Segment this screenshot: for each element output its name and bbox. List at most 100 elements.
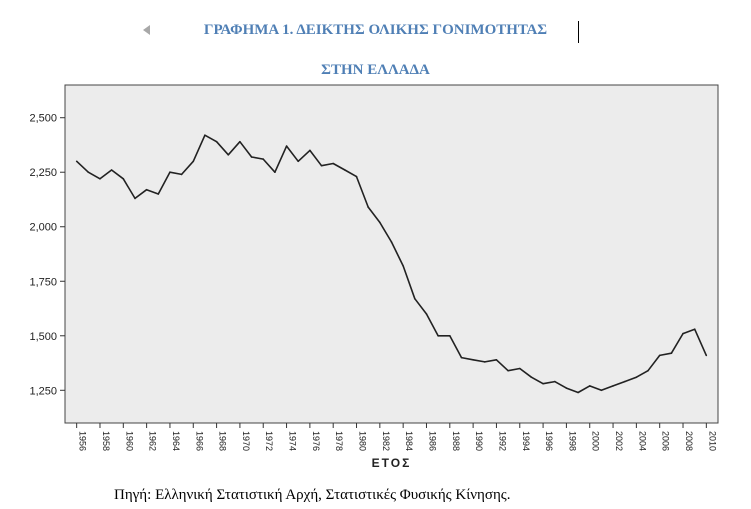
x-tick-label: 1968 [218,431,228,451]
y-tick-label: 2,000 [29,222,57,234]
data-point [495,359,498,361]
chart-title-line-1: ΓΡΑΦΗΜΑ 1. ΔΕΙΚΤΗΣ ΟΛΙΚΗΣ ΓΟΝΙΜΟΤΗΤΑΣ [203,22,548,38]
data-point [647,369,649,372]
data-point [250,156,253,158]
text-cursor [578,21,579,43]
y-tick-label: 2,500 [29,113,57,125]
data-point [145,188,148,191]
x-tick-label: 1980 [358,431,368,451]
data-point [355,175,358,178]
data-point [99,178,101,180]
data-point [297,160,300,163]
data-point [437,335,439,337]
data-point [227,154,230,156]
x-tick-label: 1992 [497,431,507,451]
x-tick-label: 1974 [288,431,298,451]
x-tick-label: 1996 [544,431,554,451]
data-point [588,385,591,387]
data-point [157,193,160,195]
data-point [460,356,463,359]
data-point [110,169,113,171]
data-point [577,391,579,394]
y-tick-label: 2,250 [29,167,57,179]
heading-marker-icon [143,25,150,35]
x-tick-label: 1986 [427,431,437,451]
data-point [134,197,136,200]
data-point [390,241,393,243]
data-point [484,361,486,363]
x-tick-label: 1982 [381,431,391,451]
x-tick-label: 1970 [241,431,251,451]
data-point [425,313,428,315]
data-point [180,173,183,176]
data-point [215,140,218,143]
x-tick-label: 2010 [707,431,717,451]
x-tick-label: 1994 [521,431,531,451]
chart-title-line-2: ΣΤΗΝ ΕΛΛΑΔΑ [321,62,430,78]
data-point [542,382,544,385]
data-point [623,380,626,383]
data-point [530,376,533,379]
x-tick-label: 2002 [614,431,624,451]
y-tick-label: 1,250 [29,385,57,397]
data-point [274,171,276,173]
data-point [402,265,405,267]
data-points [75,134,708,394]
data-point [635,376,638,379]
x-tick-label: 1978 [334,431,344,451]
data-point [285,145,288,147]
data-point [472,359,474,361]
data-point [519,367,521,370]
data-point [320,164,323,167]
x-tick-label: 2008 [684,431,694,451]
y-axis: 1,250 1,500 1,750 2,000 2,250 2,500 [29,113,65,397]
data-point [344,169,346,171]
data-point [612,385,614,387]
data-point [554,380,556,383]
x-tick-label: 1964 [171,431,181,451]
x-tick-label: 1972 [264,431,274,451]
data-point [169,171,171,173]
x-tick-label: 1976 [311,431,321,451]
data-point [379,221,381,224]
data-point [262,158,265,160]
data-point [414,297,416,300]
data-point [332,162,335,165]
data-point [600,389,603,392]
plot-area [64,84,719,424]
data-point [192,160,195,163]
data-point [682,332,684,335]
x-tick-label: 2006 [661,431,671,451]
x-tick-label: 1960 [124,431,134,451]
x-tick-label: 2000 [591,431,601,451]
x-tick-label: 1988 [451,431,461,451]
data-point [87,171,90,173]
data-point [309,149,311,152]
x-tick-label: 1962 [148,431,158,451]
data-point [239,140,241,143]
x-tick-label: 1984 [404,431,414,451]
data-point [705,354,708,357]
data-point [367,206,370,208]
data-point [658,354,661,357]
source-note: Πηγή: Ελληνική Στατιστική Αρχή, Στατιστι… [114,487,511,503]
data-point [75,160,78,163]
y-tick-label: 1,750 [29,276,57,288]
x-tick-label: 1998 [567,431,577,451]
data-point [670,352,673,355]
data-point [204,134,206,136]
data-point [449,335,451,337]
x-tick-label: 1958 [101,431,111,451]
x-tick-label: 2004 [637,431,647,451]
x-axis-label: ΕΤΟΣ [372,456,412,470]
x-tick-label: 1966 [194,431,204,451]
y-tick-label: 1,500 [29,331,57,343]
data-point [565,387,568,389]
data-point [122,178,125,180]
x-tick-label: 1956 [78,431,88,451]
data-point [693,328,696,331]
data-point [507,369,509,372]
x-axis: 1956 1958 1960 1962 1964 1966 1968 1970 1972 1974… [76,423,717,451]
x-tick-label: 1990 [474,431,484,451]
